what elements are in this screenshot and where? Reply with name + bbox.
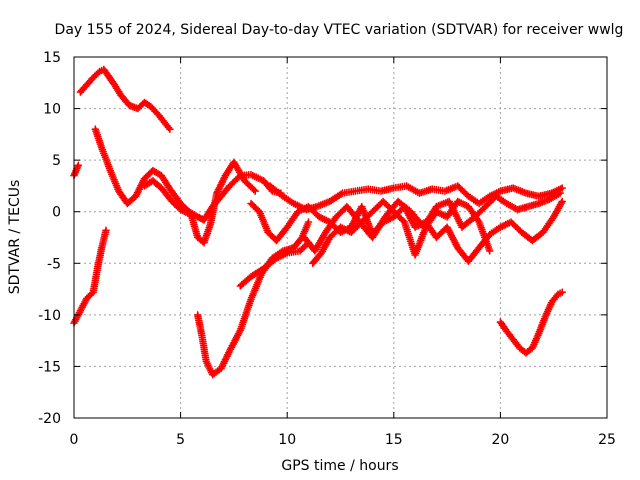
- y-tick-label: -15: [38, 359, 61, 375]
- plot-frame: [73, 56, 608, 419]
- y-axis-label: SDTVAR / TECUs: [7, 180, 23, 295]
- tick-marks: [73, 56, 608, 419]
- x-tick-label: 20: [491, 432, 509, 448]
- tick-labels: 0 5 10 15 20 25 -20 -15 -10 -5 0 5 10 15: [38, 50, 616, 448]
- series-track-a: [76, 65, 174, 133]
- series-track-e: [140, 158, 259, 247]
- series-track-i: [266, 182, 566, 214]
- y-tick-label: 15: [43, 50, 61, 66]
- series-track-f: [193, 218, 313, 379]
- x-tick-label: 25: [598, 432, 616, 448]
- chart-title: Day 155 of 2024, Sidereal Day-to-day VTE…: [55, 22, 624, 38]
- y-tick-label: -10: [38, 308, 61, 324]
- x-tick-label: 10: [278, 432, 296, 448]
- y-tick-label: 10: [43, 102, 61, 118]
- series-track-l: [496, 288, 566, 357]
- series-track-b: [91, 125, 285, 224]
- y-tick-label: -20: [38, 411, 61, 427]
- y-tick-label: 0: [52, 205, 61, 221]
- x-tick-label: 5: [176, 432, 185, 448]
- series-track-g: [236, 238, 313, 290]
- series-track-k: [309, 197, 494, 268]
- series-layer: [70, 65, 566, 379]
- x-tick-label: 0: [70, 432, 79, 448]
- x-tick-label: 15: [385, 432, 403, 448]
- y-tick-label: 5: [52, 153, 61, 169]
- x-axis-label: GPS time / hours: [281, 458, 398, 474]
- y-tick-label: -5: [47, 256, 61, 272]
